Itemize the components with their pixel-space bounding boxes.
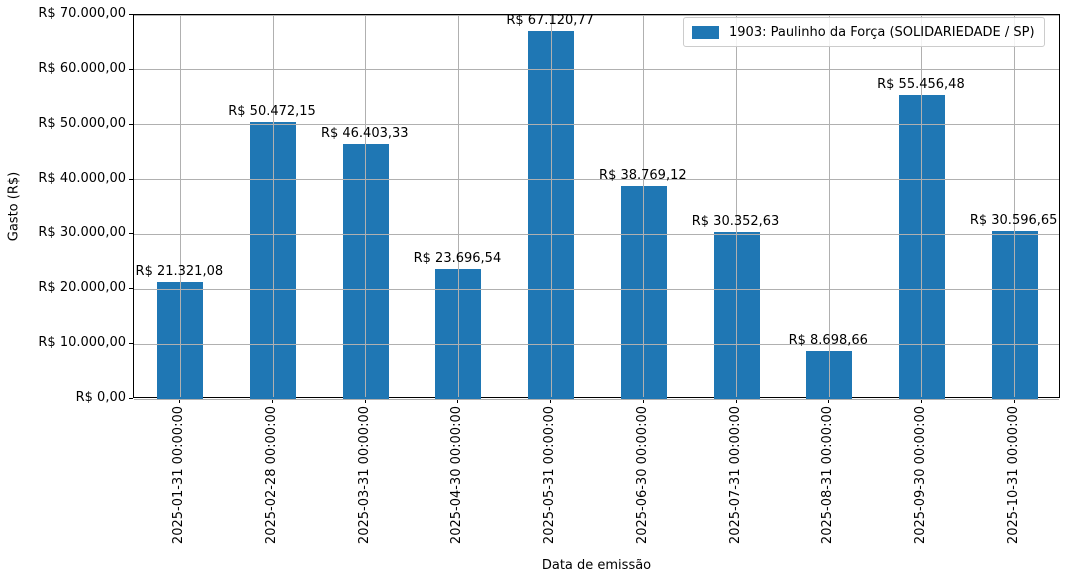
x-tick-mark <box>828 399 830 403</box>
y-tick-label: R$ 50.000,00 <box>38 115 126 131</box>
y-gridline <box>134 179 1059 181</box>
y-tick-label: R$ 30.000,00 <box>38 225 126 241</box>
y-gridline <box>134 343 1059 345</box>
y-tick-label: R$ 60.000,00 <box>38 60 126 76</box>
x-tick-label: 2025-02-28 00:00:00 <box>264 406 280 545</box>
y-tick-mark <box>129 343 133 345</box>
x-tick-label: 2025-04-30 00:00:00 <box>449 406 465 545</box>
plot-area <box>133 14 1060 400</box>
bar-value-label: R$ 38.769,12 <box>599 168 687 184</box>
x-tick-label: 2025-03-31 00:00:00 <box>356 406 372 545</box>
y-tick-label: R$ 70.000,00 <box>38 6 126 21</box>
x-tick-label: 2025-08-31 00:00:00 <box>820 406 836 545</box>
x-gridline <box>365 15 367 397</box>
y-gridline <box>134 69 1059 71</box>
bar-value-label: R$ 21.321,08 <box>135 264 224 280</box>
x-gridline <box>921 15 923 397</box>
legend-series-label: 1903: Paulinho da Força (SOLIDARIEDADE /… <box>729 24 1035 40</box>
y-gridline <box>134 124 1059 126</box>
y-gridline <box>134 233 1059 235</box>
y-tick-label: R$ 20.000,00 <box>38 280 126 296</box>
x-tick-mark <box>1013 399 1015 403</box>
y-tick-label: R$ 0,00 <box>75 390 126 405</box>
x-tick-label: 2025-09-30 00:00:00 <box>912 406 928 545</box>
bar-value-label: R$ 30.352,63 <box>691 214 780 230</box>
x-axis-title: Data de emissão <box>541 558 652 573</box>
x-gridline <box>179 15 181 397</box>
x-tick-mark <box>272 399 274 403</box>
bar-value-label: R$ 55.456,48 <box>877 76 965 92</box>
y-gridline <box>134 398 1059 400</box>
y-tick-mark <box>129 68 133 70</box>
x-gridline <box>643 15 645 397</box>
y-tick-mark <box>129 123 133 125</box>
x-tick-mark <box>179 399 181 403</box>
bar-value-label: R$ 67.120,77 <box>506 12 594 28</box>
x-tick-mark <box>920 399 922 403</box>
bar-value-label: R$ 23.696,54 <box>413 251 502 266</box>
bar-value-label: R$ 50.472,15 <box>228 104 316 120</box>
bar-value-label: R$ 8.698,66 <box>788 333 868 349</box>
x-tick-label: 2025-01-31 00:00:00 <box>171 406 187 545</box>
y-tick-mark <box>129 233 133 235</box>
x-tick-mark <box>457 399 459 403</box>
x-gridline <box>457 15 459 397</box>
x-gridline <box>550 15 552 397</box>
y-tick-mark <box>129 178 133 180</box>
legend: 1903: Paulinho da Força (SOLIDARIEDADE /… <box>683 17 1045 47</box>
x-tick-label: 2025-06-30 00:00:00 <box>634 406 650 545</box>
x-tick-mark <box>642 399 644 403</box>
y-tick-mark <box>129 14 133 15</box>
x-tick-mark <box>364 399 366 403</box>
x-tick-label: 2025-10-31 00:00:00 <box>1005 406 1021 545</box>
bar-value-label: R$ 46.403,33 <box>320 126 409 142</box>
y-tick-mark <box>129 288 133 290</box>
y-gridline <box>134 288 1059 290</box>
y-axis-title: Gasto (R$) <box>6 171 22 242</box>
x-gridline <box>272 15 274 397</box>
y-tick-mark <box>129 398 133 399</box>
bar-value-label: R$ 30.596,65 <box>969 213 1058 229</box>
x-tick-mark <box>550 399 552 403</box>
y-tick-label: R$ 40.000,00 <box>38 170 126 186</box>
x-gridline <box>736 15 738 397</box>
legend-swatch-icon <box>692 25 719 39</box>
y-gridline <box>134 14 1059 16</box>
y-tick-label: R$ 10.000,00 <box>38 335 126 351</box>
x-gridline <box>828 15 830 397</box>
x-tick-mark <box>735 399 737 403</box>
x-tick-label: 2025-05-31 00:00:00 <box>542 406 558 545</box>
x-tick-label: 2025-07-31 00:00:00 <box>727 406 743 545</box>
x-gridline <box>1014 15 1016 397</box>
